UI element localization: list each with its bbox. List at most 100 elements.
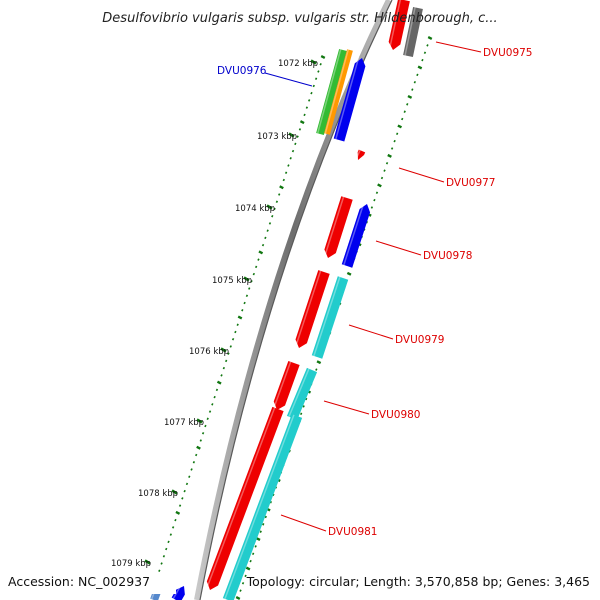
inner-scale-tick	[183, 489, 186, 493]
outer-scale-tick	[407, 94, 413, 99]
inner-scale-tick	[243, 301, 246, 305]
gene-dvu0978-red-highlight	[323, 196, 345, 258]
inner-scale-tick	[181, 497, 184, 500]
outer-scale-tick	[245, 566, 251, 571]
outer-scale-tick	[383, 169, 386, 172]
gene-dvu0981-red[interactable]	[206, 406, 284, 590]
inner-scale-tick	[190, 468, 193, 471]
outer-scale-tick	[235, 596, 241, 600]
inner-scale-tick	[296, 135, 299, 138]
gene-features	[150, 0, 423, 600]
inner-scale-tick	[299, 120, 305, 125]
outer-scale-tick	[417, 65, 423, 70]
outer-scale-tick	[370, 206, 374, 209]
inner-scale-tick	[278, 193, 281, 196]
gene-dvu0977[interactable]	[357, 149, 366, 160]
gene-label-dvu0978[interactable]: DVU0978	[423, 250, 473, 262]
inner-scale-tick	[268, 222, 272, 225]
gene-dvu0981-highlight	[224, 414, 295, 600]
genome-backbone	[194, 0, 392, 600]
outer-scale-tick	[390, 147, 394, 150]
kbp-major-tick	[243, 276, 250, 282]
gene-dvu0976-orange-highlight	[324, 49, 349, 134]
kbp-major-tick	[196, 418, 203, 424]
outer-scale-tick	[403, 110, 406, 113]
inner-scale-tick	[178, 504, 182, 507]
kbp-major-tick	[144, 559, 151, 565]
inner-scale-tick	[174, 518, 177, 522]
inner-scale-tick	[291, 149, 295, 153]
outer-scale-tick	[241, 582, 245, 585]
outer-scale-tick	[421, 58, 424, 62]
outer-scale-tick	[380, 176, 384, 180]
inner-scale-tick	[211, 403, 214, 406]
outer-scale-tick	[255, 537, 261, 542]
gene-label-dvu0980[interactable]: DVU0980	[371, 409, 421, 421]
gene-label-dvu0981[interactable]: DVU0981	[328, 526, 378, 538]
gene-dvu0975[interactable]	[388, 0, 410, 50]
inner-scale-tick	[188, 475, 191, 478]
scale-label-1075: 1075 kbp	[212, 276, 252, 286]
inner-scale-tick	[195, 453, 198, 457]
inner-scale-tick	[248, 287, 251, 290]
gene-label-dvu0979[interactable]: DVU0979	[395, 334, 445, 346]
kbp-major-tick	[310, 59, 317, 65]
outer-scale-tick	[411, 88, 414, 91]
gene-dvu0978-red[interactable]	[324, 196, 353, 258]
outer-scale-tick	[385, 162, 389, 165]
gene-dvu0979[interactable]	[311, 276, 349, 359]
inner-scale-tick	[312, 84, 315, 88]
gene-dvu0980-red[interactable]	[273, 360, 300, 410]
gene-dvu0978[interactable]	[341, 204, 371, 268]
accession-label: Accession: NC_002937	[8, 574, 150, 589]
outer-scale-tick	[393, 139, 396, 143]
inner-scale-tick	[314, 77, 318, 80]
inner-scale-tick	[234, 330, 237, 334]
inner-scale-tick	[271, 214, 274, 218]
footer-left-backdrop	[4, 572, 176, 594]
inner-scale-tick	[171, 526, 175, 529]
inner-scale-tick	[185, 482, 189, 486]
gene-dvu0976-orange[interactable]	[324, 49, 353, 135]
inner-scale-tick	[298, 128, 302, 131]
inner-scale-tick	[229, 345, 232, 348]
gene-partial-blue[interactable]	[171, 586, 185, 600]
leader-dvu0981	[280, 514, 327, 532]
inner-scale-tick	[264, 236, 267, 240]
inner-scale-tick	[224, 359, 228, 363]
gene-dvu0979-red[interactable]	[295, 270, 330, 348]
outer-scale-tick	[244, 574, 247, 578]
gene-dvu0980[interactable]	[286, 367, 318, 421]
outer-scale-tick	[395, 132, 399, 136]
inner-scale-tick	[307, 99, 311, 102]
outer-scale-tick	[316, 360, 322, 365]
outer-scale-tick	[387, 153, 392, 158]
outer-scale-tick	[375, 191, 379, 194]
leader-dvu0979	[348, 324, 394, 340]
inner-scale-tick	[169, 533, 173, 536]
inner-scale-tick	[258, 250, 264, 255]
gene-dvu0975-neighbor-highlight	[404, 7, 416, 56]
gene-label-dvu0977[interactable]: DVU0977	[446, 177, 496, 189]
inner-scale-tick	[287, 164, 290, 167]
gene-dvu0976-green[interactable]	[316, 48, 347, 136]
gene-dvu0975-neighbor[interactable]	[403, 6, 423, 58]
scale-label-1076: 1076 kbp	[189, 347, 229, 357]
gene-dvu0981[interactable]	[222, 414, 303, 600]
scale-label-1077: 1077 kbp	[164, 418, 204, 428]
inner-scale-tick	[236, 323, 239, 326]
inner-scale-tick	[261, 243, 265, 247]
outer-scale-tick	[426, 44, 429, 47]
outer-scale-tick	[397, 124, 403, 129]
gene-dvu0975-highlight	[388, 0, 402, 50]
genome-backbone-shadow	[199, 0, 393, 600]
gene-dvu0976[interactable]	[333, 58, 366, 142]
gene-label-dvu0976[interactable]: DVU0976	[217, 65, 267, 77]
gene-label-dvu0975[interactable]: DVU0975	[483, 47, 533, 59]
outer-scale-tick	[302, 405, 305, 408]
tick-marks	[144, 36, 433, 600]
leader-dvu0980	[323, 400, 370, 415]
inner-scale-tick	[282, 178, 285, 182]
leader-dvu0977	[398, 167, 445, 183]
